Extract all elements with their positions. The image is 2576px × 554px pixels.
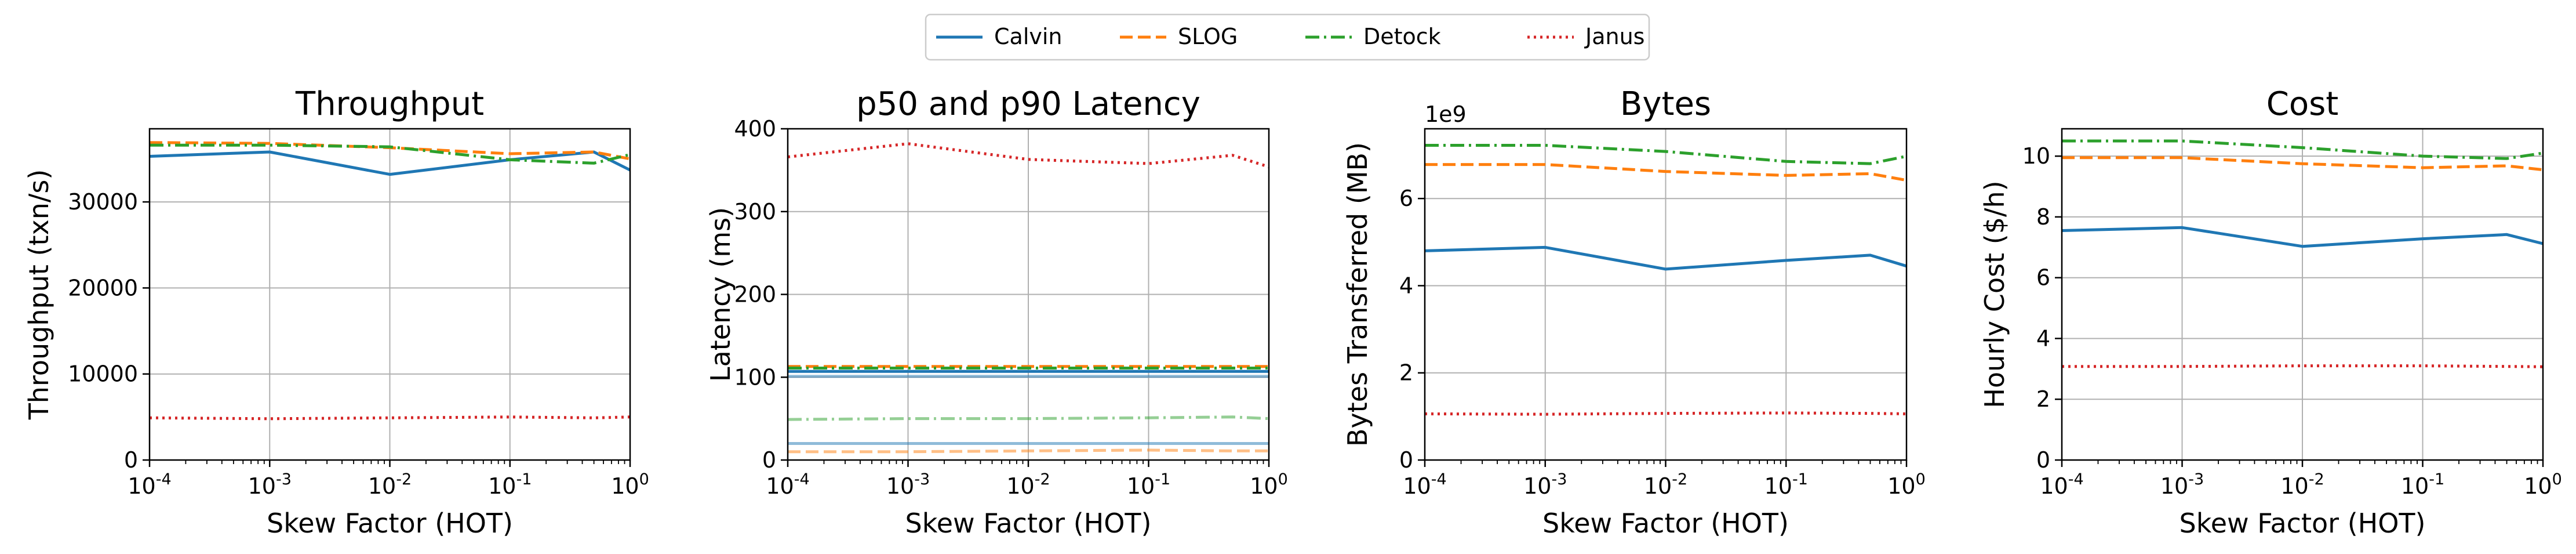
series-line-janus: [2062, 364, 2544, 368]
y-tick-label: 2: [1399, 360, 1413, 386]
chart-panel: 10-4 10-3 10-2 10-1 100 0 2 4 6 Bytes Skew Factor …: [1342, 85, 1926, 539]
series-line-detock: [150, 143, 631, 165]
legend-entry: Janus: [1527, 24, 1644, 49]
series-line-janus: [1424, 411, 1907, 416]
series-line-slog: [2062, 156, 2544, 172]
x-tick-label: 10-1: [2401, 470, 2444, 499]
y-axis-label: Hourly Cost ($/h): [1979, 180, 2010, 408]
x-axis-label: Skew Factor (HOT): [2180, 508, 2426, 539]
y-axis-label: Latency (ms): [705, 207, 736, 382]
series-line-slog: [1425, 163, 1907, 182]
x-tick-label: 100: [1887, 470, 1926, 499]
legend-frame: [925, 13, 1650, 61]
grid: [149, 129, 631, 461]
x-tick-label: 10-4: [2040, 470, 2083, 499]
series-line-janus: [149, 415, 631, 421]
chart-panel: 10-4 10-3 10-2 10-1 100 0 100 200 300 400 p50 and …: [705, 85, 1288, 539]
y-tick-label: 4: [1399, 273, 1413, 298]
y-tick-label: 6: [1399, 186, 1413, 211]
legend-label: SLOG: [1178, 24, 1238, 49]
legend-entry: Detock: [1305, 24, 1441, 49]
y-tick-label: 4: [2036, 325, 2050, 351]
series-line-calvin: [1424, 245, 1907, 271]
series-line-calvin: [149, 150, 631, 176]
y-tick-label: 2: [2036, 386, 2050, 412]
chart-title: Bytes: [1620, 85, 1711, 123]
grid: [1424, 129, 1907, 461]
y-tick-label: 100: [734, 364, 776, 390]
x-tick-label: 10-3: [886, 470, 930, 499]
legend: Calvin SLOG Detock Janus: [925, 13, 1650, 61]
x-tick-label: 10-2: [1006, 470, 1050, 499]
series-line-detock: [2062, 139, 2544, 160]
y-axis-label: Bytes Transferred (MB): [1342, 142, 1373, 447]
legend-label: Janus: [1584, 24, 1644, 49]
x-tick-label: 10-1: [1127, 470, 1170, 499]
x-tick-label: 100: [2524, 470, 2562, 499]
x-tick-label: 10-3: [1523, 470, 1567, 499]
x-tick-label: 10-4: [128, 470, 171, 499]
x-axis-label: Skew Factor (HOT): [905, 508, 1152, 539]
grid: [2061, 129, 2544, 461]
x-tick-label: 100: [611, 470, 649, 499]
x-tick-label: 10-1: [488, 470, 532, 499]
y-tick-label: 20000: [68, 275, 138, 300]
series-line-detock: [787, 415, 1269, 421]
legend-label: Calvin: [994, 24, 1063, 49]
x-axis-label: Skew Factor (HOT): [267, 508, 513, 539]
y-tick-label: 0: [124, 447, 138, 473]
y-tick-label: 6: [2036, 265, 2050, 291]
axis-offset-label: 1e9: [1425, 102, 1467, 127]
y-tick-label: 0: [1399, 447, 1413, 473]
y-tick-label: 10000: [68, 361, 138, 387]
x-tick-label: 10-2: [368, 470, 412, 499]
chart-title: Cost: [2266, 85, 2339, 123]
series-line-calvin: [2061, 226, 2544, 248]
y-tick-label: 0: [2036, 447, 2050, 473]
x-tick-label: 100: [1250, 470, 1288, 499]
chart-panel: 10-4 10-3 10-2 10-1 100 0 2 4 6 8 10 Cost Skew Facto…: [1979, 85, 2562, 539]
x-tick-label: 10-2: [1644, 470, 1687, 499]
legend-label: Detock: [1363, 24, 1441, 49]
series-line-slog: [149, 141, 631, 161]
y-tick-label: 0: [762, 447, 776, 473]
x-tick-label: 10-2: [2280, 470, 2324, 499]
series-line-detock: [1425, 144, 1907, 165]
chart-title: p50 and p90 Latency: [856, 85, 1200, 123]
y-tick-label: 30000: [68, 189, 138, 215]
series-line-slog: [788, 448, 1269, 454]
y-tick-label: 400: [734, 116, 776, 142]
legend-entry: SLOG: [1120, 24, 1238, 49]
y-axis-label: Throughput (txn/s): [23, 169, 54, 421]
series-line-janus: [787, 142, 1269, 169]
chart-panel: 10-4 10-3 10-2 10-1 100 0 10000 20000 30000 Throu…: [23, 85, 649, 539]
x-tick-label: 10-3: [2160, 470, 2204, 499]
y-tick-label: 200: [734, 282, 776, 307]
x-axis-label: Skew Factor (HOT): [1542, 508, 1789, 539]
x-tick-label: 10-3: [248, 470, 292, 499]
x-tick-label: 10-4: [1403, 470, 1446, 499]
y-tick-label: 300: [734, 199, 776, 225]
x-tick-label: 10-1: [1764, 470, 1808, 499]
y-tick-label: 10: [2022, 143, 2050, 169]
grid: [787, 128, 1269, 461]
y-tick-label: 8: [2036, 204, 2050, 230]
legend-entry: Calvin: [936, 24, 1063, 49]
chart-title: Throughput: [295, 85, 484, 123]
x-tick-label: 10-4: [766, 470, 809, 499]
